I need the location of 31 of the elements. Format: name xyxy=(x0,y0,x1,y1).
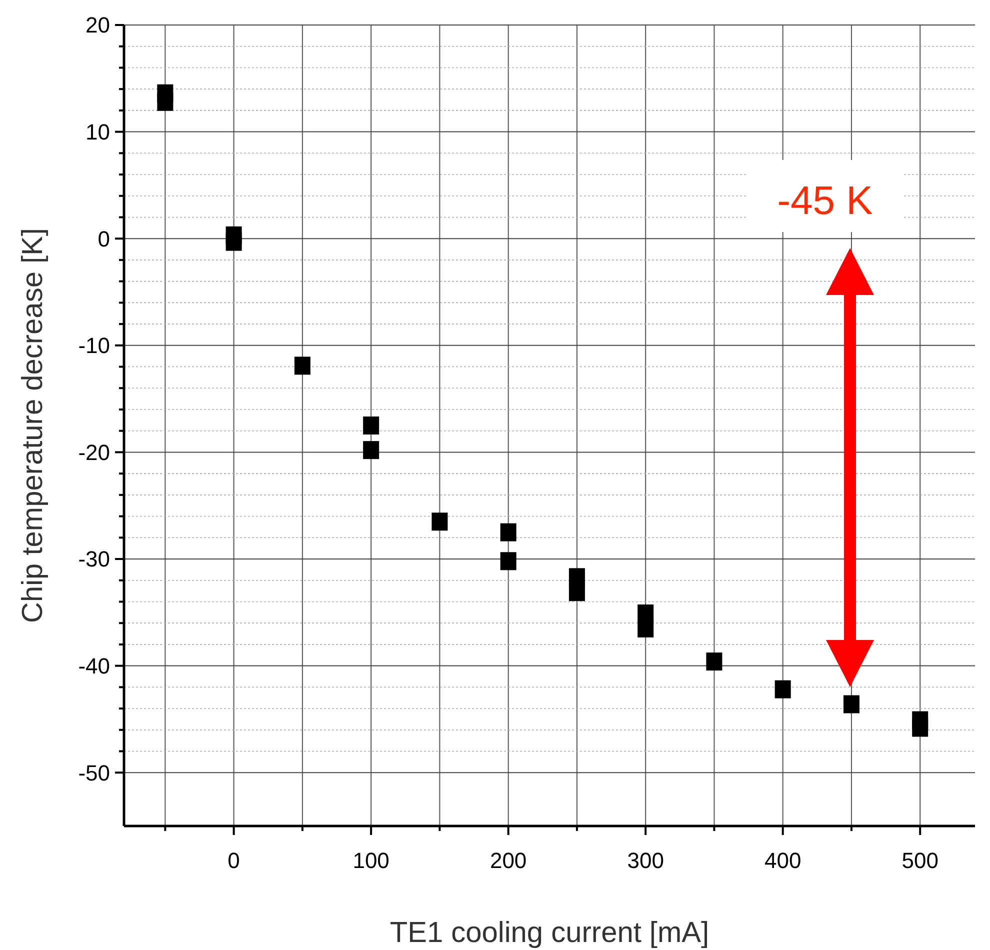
point xyxy=(568,583,585,602)
point xyxy=(500,523,516,542)
x-tick-label: 300 xyxy=(627,848,664,873)
x-axis-title: TE1 cooling current [mA] xyxy=(390,917,710,949)
y-tick-label: 20 xyxy=(86,12,110,38)
point xyxy=(912,718,928,737)
point xyxy=(843,695,860,714)
y-tick-label: 10 xyxy=(86,120,110,144)
point xyxy=(638,619,654,638)
x-tick-label: 500 xyxy=(902,848,938,873)
y-tick-label: -40 xyxy=(78,654,110,678)
y-tick-label: -20 xyxy=(78,440,110,465)
x-tick-label: 100 xyxy=(352,848,390,873)
point xyxy=(363,416,380,434)
y-tick-label: 0 xyxy=(98,226,110,252)
point xyxy=(706,652,722,671)
point xyxy=(363,441,380,460)
x-tick-label: 200 xyxy=(490,848,527,873)
y-tick-label: -50 xyxy=(78,760,110,786)
y-axis-title: Chip temperature decrease [K] xyxy=(17,228,49,623)
point xyxy=(774,680,791,698)
point xyxy=(226,232,242,251)
y-tick-label: -30 xyxy=(78,546,110,572)
x-tick-label: 400 xyxy=(764,848,802,873)
point xyxy=(294,356,310,375)
point xyxy=(157,92,174,111)
point xyxy=(500,552,516,570)
annotation: -45 K xyxy=(777,179,874,223)
point xyxy=(432,512,448,531)
x-tick-label: 0 xyxy=(228,848,240,873)
y-tick-label: -10 xyxy=(78,333,110,358)
